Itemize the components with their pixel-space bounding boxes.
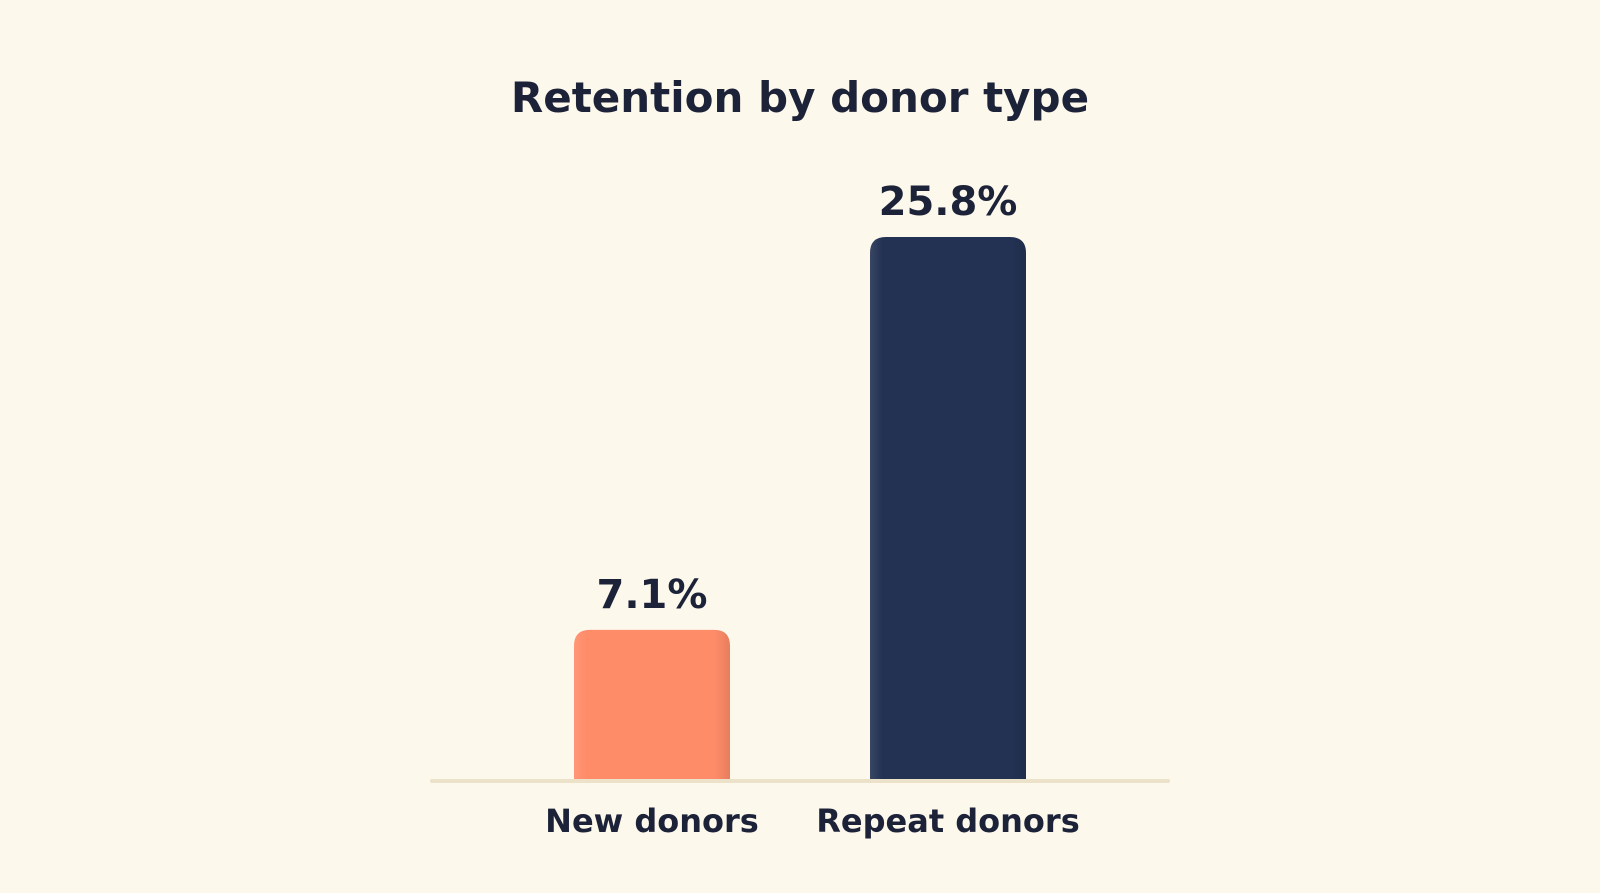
category-label: New donors [545,802,759,840]
bars-layer: 7.1% New donors 25.8% Repeat donors [545,179,1080,840]
bar-shading [574,629,730,779]
category-label: Repeat donors [816,802,1079,840]
value-label: 25.8% [879,179,1018,225]
bar-shading [870,237,1026,779]
chart-title: Retention by donor type [511,73,1089,122]
value-label: 7.1% [597,572,708,618]
